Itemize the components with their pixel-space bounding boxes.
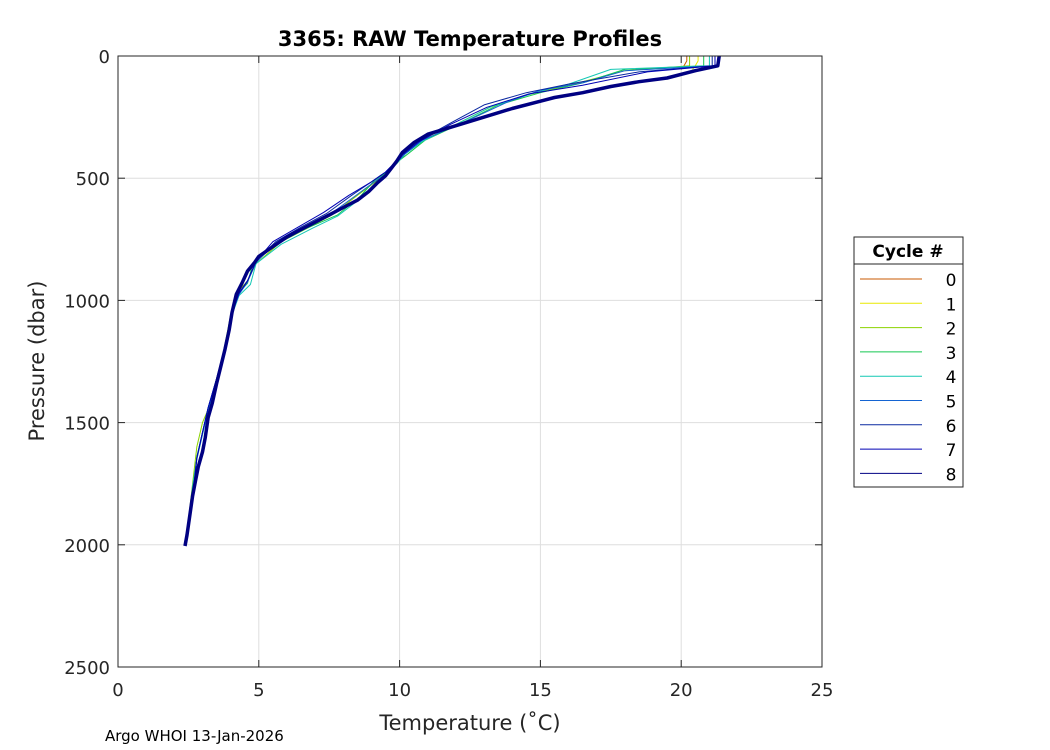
y-tick-label: 500 — [76, 169, 110, 190]
y-tick-label: 2000 — [64, 536, 110, 557]
legend-label-cycle-3: 3 — [946, 344, 957, 364]
legend-label-cycle-7: 7 — [946, 441, 957, 461]
x-tick-label: 20 — [670, 680, 693, 701]
legend-label-cycle-1: 1 — [946, 295, 957, 315]
legend-label-cycle-6: 6 — [946, 417, 957, 437]
x-tick-label: 5 — [253, 680, 264, 701]
legend: Cycle # 0 1 2 3 4 5 6 7 8 — [853, 236, 964, 488]
y-tick-label: 1000 — [64, 291, 110, 312]
y-tick-label: 2500 — [64, 658, 110, 679]
legend-label-cycle-5: 5 — [946, 393, 957, 413]
axis-ticks: 0 5 10 15 20 25 0 500 1000 1500 2000 2500 — [64, 47, 833, 701]
series-line-cycle-7 — [186, 56, 716, 538]
y-axis-label: Pressure (dbar) — [25, 281, 49, 442]
y-tick-label: 0 — [99, 47, 110, 68]
x-tick-label: 0 — [112, 680, 123, 701]
legend-entries: 0 1 2 3 4 5 6 7 8 — [860, 271, 956, 485]
footer-credit: Argo WHOI 13-Jan-2026 — [105, 727, 284, 745]
x-tick-label: 10 — [388, 680, 411, 701]
chart-title: 3365: RAW Temperature Profiles — [278, 27, 662, 51]
series-lines — [183, 55, 721, 547]
x-tick-label: 15 — [529, 680, 552, 701]
plot-area: 0 5 10 15 20 25 0 500 1000 1500 2000 2500 — [64, 47, 833, 701]
legend-title: Cycle # — [872, 242, 943, 262]
x-tick-label: 25 — [811, 680, 834, 701]
legend-label-cycle-4: 4 — [946, 368, 957, 388]
series-line-cycle-8 — [183, 55, 721, 547]
y-tick-label: 1500 — [64, 414, 110, 435]
legend-label-cycle-8: 8 — [946, 465, 957, 485]
plot-background — [118, 56, 822, 667]
x-axis-label: Temperature (˚C) — [378, 711, 560, 735]
legend-label-cycle-2: 2 — [946, 320, 957, 340]
axes-box — [117, 55, 823, 668]
legend-label-cycle-0: 0 — [946, 271, 957, 291]
